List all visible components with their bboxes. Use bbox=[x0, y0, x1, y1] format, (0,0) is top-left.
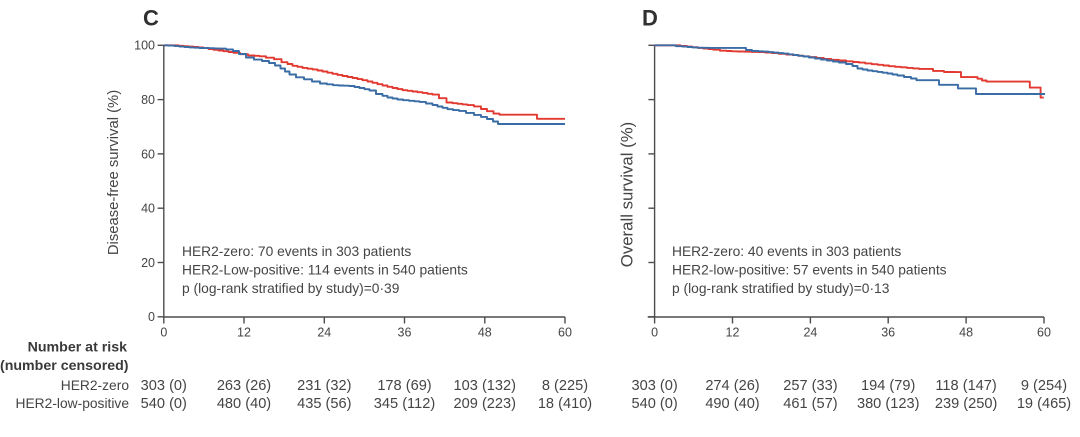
svg-text:18 (410): 18 (410) bbox=[538, 396, 592, 412]
svg-text:HER2-zero: 40 events in 303 pa: HER2-zero: 40 events in 303 patients bbox=[672, 244, 901, 259]
svg-text:239 (250): 239 (250) bbox=[935, 396, 997, 412]
svg-text:257 (33): 257 (33) bbox=[783, 378, 837, 394]
svg-text:480 (40): 480 (40) bbox=[217, 396, 271, 412]
svg-text:0: 0 bbox=[651, 326, 658, 340]
svg-text:178 (69): 178 (69) bbox=[377, 378, 431, 394]
svg-text:HER2-Low-positive: 114 events: HER2-Low-positive: 114 events in 540 pat… bbox=[182, 263, 468, 278]
svg-text:490 (40): 490 (40) bbox=[705, 396, 759, 412]
svg-text:24: 24 bbox=[803, 326, 817, 340]
svg-text:60: 60 bbox=[558, 326, 572, 340]
svg-text:274 (26): 274 (26) bbox=[705, 378, 759, 394]
svg-text:48: 48 bbox=[959, 326, 973, 340]
svg-text:103 (132): 103 (132) bbox=[454, 378, 516, 394]
svg-text:0: 0 bbox=[148, 310, 155, 324]
svg-text:Number at risk: Number at risk bbox=[28, 340, 127, 356]
svg-text:HER2-low-positive: HER2-low-positive bbox=[16, 396, 130, 411]
svg-text:HER2-zero: 70 events in 303 pa: HER2-zero: 70 events in 303 patients bbox=[182, 244, 411, 259]
svg-text:0: 0 bbox=[160, 326, 167, 340]
svg-text:C: C bbox=[143, 6, 159, 31]
svg-text:(number censored): (number censored) bbox=[0, 358, 129, 374]
svg-text:8 (225): 8 (225) bbox=[542, 378, 588, 394]
svg-text:303 (0): 303 (0) bbox=[631, 378, 677, 394]
svg-text:194 (79): 194 (79) bbox=[861, 378, 915, 394]
svg-text:p (log-rank stratified by stud: p (log-rank stratified by study)=0·13 bbox=[672, 281, 890, 296]
svg-text:461 (57): 461 (57) bbox=[783, 396, 837, 412]
svg-text:12: 12 bbox=[726, 326, 740, 340]
svg-text:Disease-free survival (%): Disease-free survival (%) bbox=[106, 90, 122, 255]
svg-text:540 (0): 540 (0) bbox=[631, 396, 677, 412]
svg-text:D: D bbox=[642, 6, 658, 31]
svg-text:HER2-zero: HER2-zero bbox=[61, 378, 130, 393]
svg-text:9 (254): 9 (254) bbox=[1021, 378, 1067, 394]
svg-text:20: 20 bbox=[141, 256, 155, 270]
svg-text:345 (112): 345 (112) bbox=[374, 396, 435, 412]
svg-text:118 (147): 118 (147) bbox=[935, 378, 996, 394]
svg-text:24: 24 bbox=[317, 326, 331, 340]
svg-text:19 (465): 19 (465) bbox=[1017, 396, 1071, 412]
svg-text:40: 40 bbox=[141, 202, 155, 216]
svg-text:Overall survival (%): Overall survival (%) bbox=[618, 122, 637, 267]
svg-text:100: 100 bbox=[134, 39, 155, 53]
svg-text:60: 60 bbox=[1037, 326, 1051, 340]
svg-text:231 (32): 231 (32) bbox=[297, 378, 351, 394]
svg-text:p (log-rank stratified by stud: p (log-rank stratified by study)=0·39 bbox=[182, 281, 400, 296]
svg-text:209 (223): 209 (223) bbox=[454, 396, 516, 412]
svg-text:48: 48 bbox=[478, 326, 492, 340]
svg-text:303 (0): 303 (0) bbox=[141, 378, 187, 394]
svg-text:540 (0): 540 (0) bbox=[141, 396, 187, 412]
svg-text:435 (56): 435 (56) bbox=[297, 396, 351, 412]
svg-text:60: 60 bbox=[141, 147, 155, 161]
svg-text:HER2-low-positive: 57 events i: HER2-low-positive: 57 events in 540 pati… bbox=[672, 263, 947, 278]
svg-text:80: 80 bbox=[141, 93, 155, 107]
svg-text:380 (123): 380 (123) bbox=[857, 396, 919, 412]
svg-text:36: 36 bbox=[398, 326, 412, 340]
svg-text:263 (26): 263 (26) bbox=[217, 378, 271, 394]
svg-text:36: 36 bbox=[881, 326, 895, 340]
svg-text:12: 12 bbox=[237, 326, 251, 340]
